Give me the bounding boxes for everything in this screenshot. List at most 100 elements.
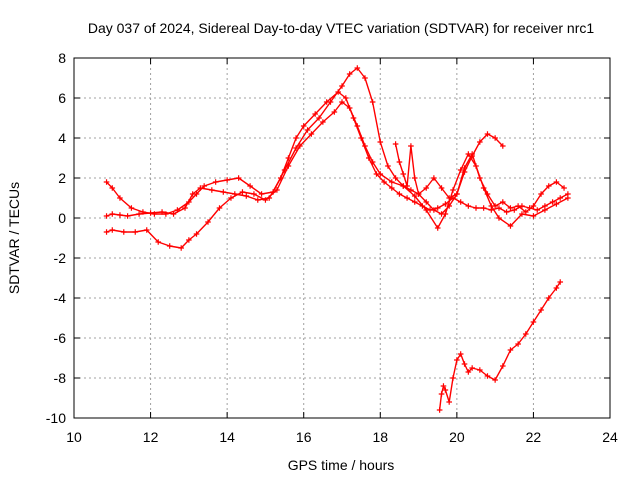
y-tick-label: 2 — [58, 170, 66, 186]
data-point — [511, 207, 518, 213]
data-point — [243, 193, 250, 199]
data-point — [300, 123, 307, 129]
data-point — [178, 245, 184, 251]
x-tick-label: 14 — [219, 429, 235, 445]
y-tick-label: 6 — [58, 90, 66, 106]
x-tick-label: 20 — [449, 429, 465, 445]
data-point — [408, 143, 414, 149]
data-point — [423, 199, 430, 205]
data-point — [553, 179, 560, 185]
data-point — [220, 189, 227, 195]
data-point — [457, 167, 464, 173]
data-point — [423, 207, 430, 213]
data-point — [186, 237, 192, 243]
data-point — [492, 135, 498, 141]
data-point — [140, 209, 146, 215]
data-point — [304, 127, 311, 133]
data-point — [477, 139, 483, 145]
data-point — [312, 111, 318, 117]
data-point — [109, 227, 116, 233]
data-point — [530, 213, 537, 219]
data-point — [553, 201, 560, 207]
data-point — [377, 171, 384, 177]
y-tick-label: -4 — [54, 290, 67, 306]
data-point — [534, 207, 541, 213]
data-point — [151, 211, 158, 217]
x-tick-label: 16 — [296, 429, 312, 445]
data-point — [193, 231, 200, 237]
data-point — [128, 205, 135, 211]
data-point — [465, 203, 472, 209]
data-point — [103, 229, 110, 235]
data-point — [143, 227, 150, 233]
data-point — [530, 319, 537, 325]
data-point — [132, 229, 139, 235]
data-point — [258, 191, 265, 197]
data-point — [388, 185, 395, 191]
data-point — [327, 99, 334, 105]
data-point — [369, 99, 376, 105]
data-point — [545, 295, 552, 301]
x-tick-label: 22 — [526, 429, 542, 445]
series-trace-line — [105, 67, 565, 215]
series-track-c — [103, 99, 571, 251]
data-point — [346, 105, 353, 111]
data-point — [109, 211, 116, 217]
data-point — [163, 211, 169, 217]
data-point — [507, 223, 514, 229]
data-point — [155, 239, 162, 245]
data-point — [385, 163, 391, 169]
data-point — [228, 195, 234, 201]
y-tick-label: 0 — [58, 210, 66, 226]
data-point — [224, 177, 230, 183]
data-point — [216, 205, 223, 211]
data-point — [473, 205, 479, 211]
y-tick-label: -2 — [54, 250, 67, 266]
series-trace-line — [394, 133, 504, 215]
data-point — [557, 195, 564, 201]
data-point — [103, 179, 110, 185]
series-trace-line — [105, 101, 569, 249]
data-point — [454, 357, 460, 363]
data-point — [411, 175, 418, 181]
y-tick-label: 8 — [58, 50, 66, 66]
x-axis-label: GPS time / hours — [288, 457, 395, 473]
x-tick-label: 24 — [602, 429, 618, 445]
data-point — [561, 185, 567, 191]
data-point — [492, 377, 498, 383]
y-tick-label: -10 — [46, 410, 66, 426]
data-point — [293, 135, 299, 141]
data-point — [431, 207, 437, 213]
data-point — [477, 367, 483, 373]
data-point — [212, 179, 219, 185]
data-point — [538, 191, 544, 197]
data-point — [262, 197, 269, 203]
data-point — [209, 187, 215, 193]
data-point — [500, 199, 506, 205]
data-point — [461, 361, 468, 367]
data-point — [316, 115, 322, 121]
data-point — [473, 163, 479, 169]
data-point — [388, 179, 395, 185]
series-trace-line — [105, 91, 569, 217]
data-point — [438, 185, 445, 191]
data-point — [117, 195, 123, 201]
y-tick-label: -8 — [54, 370, 67, 386]
data-point — [136, 211, 142, 217]
data-point — [320, 119, 326, 125]
x-tick-label: 10 — [66, 429, 82, 445]
data-point — [484, 373, 491, 379]
data-point — [434, 225, 441, 231]
data-point — [117, 212, 123, 218]
data-point — [170, 211, 177, 217]
grid-lines — [74, 58, 610, 418]
data-point — [396, 159, 403, 165]
data-point — [565, 195, 571, 201]
data-point — [436, 407, 443, 413]
data-point — [457, 351, 464, 357]
data-point — [205, 219, 211, 225]
data-point — [469, 153, 475, 159]
data-point — [411, 193, 418, 199]
y-axis-label: SDTVAR / TECUs — [6, 182, 22, 294]
data-point — [354, 65, 361, 71]
